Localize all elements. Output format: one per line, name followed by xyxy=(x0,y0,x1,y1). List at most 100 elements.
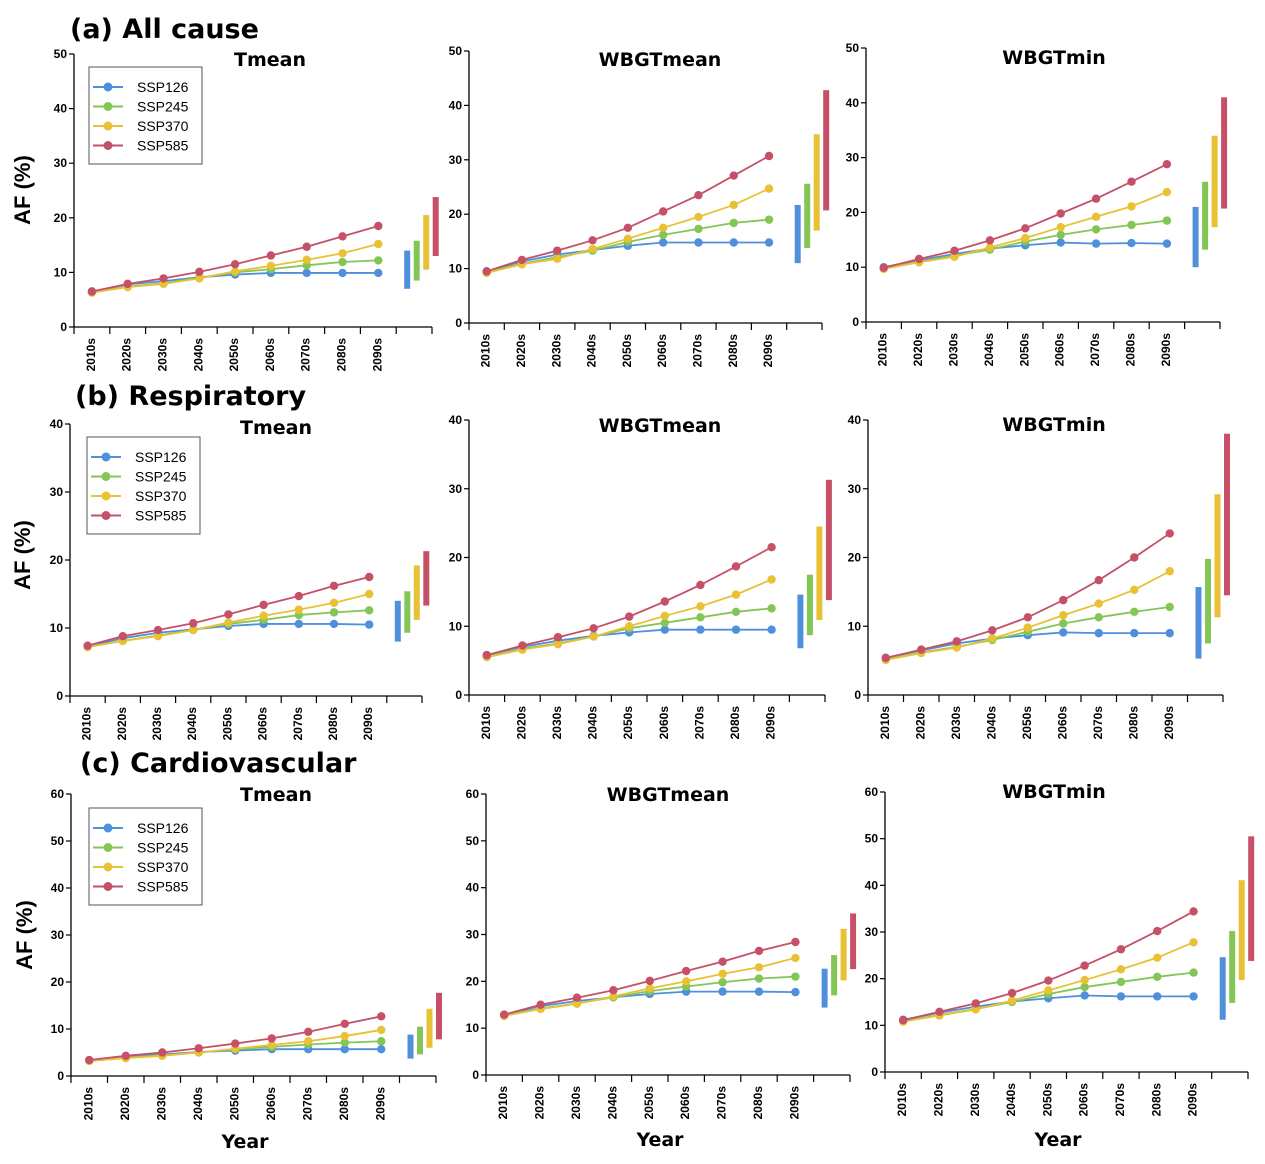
x-tick-label: 2080s xyxy=(751,1086,765,1120)
x-tick-label: 2080s xyxy=(728,706,742,740)
y-tick-label: 0 xyxy=(871,1065,878,1079)
data-point-ssp126-2080s xyxy=(329,619,339,629)
data-point-ssp370-2050s xyxy=(625,622,634,631)
data-point-ssp585-2060s xyxy=(658,207,668,216)
data-point-ssp370-2080s xyxy=(1127,202,1136,211)
x-tick-label: 2050s xyxy=(1020,706,1034,740)
y-tick-label: 10 xyxy=(846,260,860,274)
x-tick-label: 2090s xyxy=(761,334,775,368)
data-point-ssp126-2060s xyxy=(1056,238,1065,247)
data-point-ssp126-2060s xyxy=(1080,991,1089,1000)
data-point-ssp126-2090s xyxy=(1165,628,1174,638)
range-bar-ssp370 xyxy=(1214,494,1221,618)
x-tick-label: 2010s xyxy=(479,334,493,368)
data-point-ssp585-2040s xyxy=(985,236,995,245)
data-point-ssp585-2010s xyxy=(87,287,97,296)
data-point-ssp370-2060s xyxy=(266,261,276,271)
data-point-ssp585-2080s xyxy=(340,1019,349,1029)
x-tick-label: 2020s xyxy=(931,1083,945,1117)
data-point-ssp370-2050s xyxy=(645,984,654,993)
y-tick-label: 0 xyxy=(455,688,462,702)
y-tick-label: 0 xyxy=(455,316,462,330)
x-tick-label: 2060s xyxy=(256,707,270,741)
y-tick-label: 50 xyxy=(846,41,860,55)
legend-marker-ssp245 xyxy=(103,843,113,852)
y-tick-label: 10 xyxy=(466,1021,480,1035)
data-point-ssp585-2060s xyxy=(682,966,691,976)
range-bar-ssp370 xyxy=(423,215,430,270)
data-point-ssp585-2010s xyxy=(881,653,890,663)
panel-title: WBGTmean xyxy=(599,49,722,71)
data-point-ssp370-2060s xyxy=(259,611,268,620)
x-tick-label: 2090s xyxy=(1162,706,1176,740)
data-point-ssp585-2060s xyxy=(259,600,268,610)
range-bar-ssp585 xyxy=(423,551,430,606)
data-point-ssp126-2080s xyxy=(1153,992,1162,1001)
x-tick-label: 2070s xyxy=(299,338,313,372)
data-point-ssp370-2050s xyxy=(1021,233,1030,243)
x-tick-label: 2030s xyxy=(949,706,963,740)
x-tick-label: 2090s xyxy=(1159,333,1173,367)
data-point-ssp245-2080s xyxy=(754,974,764,983)
legend-marker-ssp585 xyxy=(101,511,111,520)
x-tick-label: 2050s xyxy=(642,1086,656,1120)
data-point-ssp126-2090s xyxy=(377,1045,386,1054)
data-point-ssp585-2020s xyxy=(518,641,527,650)
y-tick-label: 0 xyxy=(854,688,861,702)
range-bar-ssp370 xyxy=(413,565,420,620)
range-bar-ssp585 xyxy=(436,992,442,1040)
data-point-ssp245-2080s xyxy=(729,218,738,228)
data-point-ssp585-2080s xyxy=(1130,553,1139,562)
data-point-ssp126-2090s xyxy=(791,987,800,997)
data-point-ssp370-2040s xyxy=(609,992,618,1001)
data-point-ssp370-2090s xyxy=(374,239,383,249)
data-point-ssp585-2010s xyxy=(482,267,491,276)
range-bar-ssp126 xyxy=(404,250,411,289)
data-point-ssp370-2070s xyxy=(1091,212,1101,221)
data-point-ssp370-2090s xyxy=(1162,187,1172,197)
data-point-ssp245-2090s xyxy=(1162,216,1172,225)
y-tick-label: 10 xyxy=(449,619,463,633)
y-tick-label: 20 xyxy=(865,972,879,986)
data-point-ssp585-2030s xyxy=(572,993,582,1002)
x-tick-label: 2010s xyxy=(479,706,493,740)
data-point-ssp585-2040s xyxy=(988,626,997,635)
data-point-ssp585-2080s xyxy=(1153,926,1162,936)
data-point-ssp245-2090s xyxy=(764,215,774,224)
data-point-ssp126-2090s xyxy=(767,625,776,634)
data-point-ssp245-2060s xyxy=(660,618,669,628)
x-tick-label: 2030s xyxy=(947,333,961,367)
data-point-ssp370-2040s xyxy=(588,244,597,254)
series-line-ssp585 xyxy=(902,910,1194,1022)
y-tick-label: 60 xyxy=(466,787,480,801)
data-point-ssp370-2060s xyxy=(1080,975,1089,985)
x-tick-label: 2060s xyxy=(655,334,669,368)
x-tick-label: 2080s xyxy=(337,1087,351,1121)
data-point-ssp370-2030s xyxy=(553,254,562,264)
data-point-ssp585-2010s xyxy=(85,1055,94,1065)
data-point-ssp245-2090s xyxy=(1189,968,1198,977)
data-point-ssp245-2080s xyxy=(338,257,347,267)
legend-label-ssp370: SSP370 xyxy=(137,118,189,134)
data-point-ssp370-2040s xyxy=(988,634,997,643)
y-tick-label: 20 xyxy=(449,207,463,221)
data-point-ssp585-2040s xyxy=(189,619,198,628)
legend-label-ssp585: SSP585 xyxy=(137,879,189,895)
x-tick-label: 2070s xyxy=(1091,706,1105,740)
y-tick-label: 10 xyxy=(865,1018,879,1032)
x-tick-label: 2050s xyxy=(1040,1083,1054,1117)
data-point-ssp126-2070s xyxy=(294,619,303,629)
y-tick-label: 0 xyxy=(472,1068,479,1082)
data-point-ssp585-2050s xyxy=(231,1039,240,1048)
data-point-ssp245-2060s xyxy=(1080,982,1089,992)
data-point-ssp126-2070s xyxy=(1091,239,1101,248)
range-bar-ssp126 xyxy=(1219,957,1226,1020)
data-point-ssp370-2070s xyxy=(302,255,311,265)
data-point-ssp370-2090s xyxy=(791,953,800,963)
range-bar-ssp245 xyxy=(831,955,838,996)
data-point-ssp245-2070s xyxy=(718,978,727,987)
y-tick-label: 30 xyxy=(449,153,463,167)
data-point-ssp585-2080s xyxy=(329,581,339,591)
series-line-ssp585 xyxy=(486,155,770,273)
